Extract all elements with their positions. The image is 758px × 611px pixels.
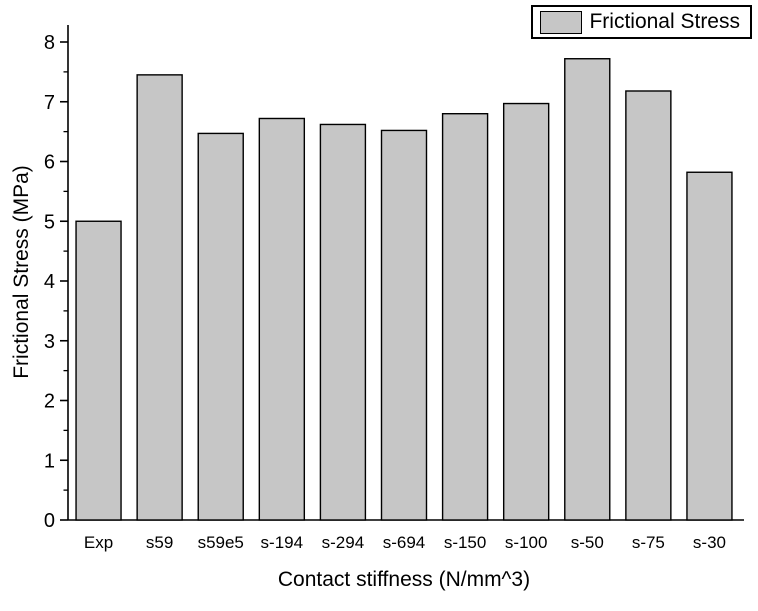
- x-tick-label: s59e5: [198, 533, 244, 552]
- y-axis-title: Frictional Stress (MPa): [10, 165, 33, 379]
- bar: [258, 117, 306, 521]
- y-tick-label: 5: [44, 211, 55, 233]
- bar: [441, 112, 489, 521]
- bar: [502, 102, 550, 521]
- x-tick-label: Exp: [84, 533, 113, 552]
- y-tick-label: 1: [44, 450, 55, 472]
- x-tick-label: s-150: [444, 533, 487, 552]
- x-tick-label: s-30: [693, 533, 726, 552]
- bar: [625, 90, 672, 521]
- y-tick-label: 3: [44, 331, 55, 353]
- y-tick-label: 2: [44, 391, 55, 413]
- legend-label: Frictional Stress: [589, 10, 740, 33]
- bar: [136, 74, 183, 521]
- y-tick-label: 4: [44, 271, 55, 293]
- x-tick-label: s59: [146, 533, 173, 552]
- x-tick-label: s-294: [322, 533, 365, 552]
- bar: [686, 171, 733, 521]
- legend: Frictional Stress: [531, 5, 752, 39]
- bar: [564, 58, 611, 521]
- x-tick-label: s-694: [383, 533, 426, 552]
- bar: [380, 129, 428, 521]
- y-tick-label: 0: [44, 510, 55, 532]
- legend-swatch-icon: [540, 10, 583, 34]
- y-tick-label: 6: [44, 152, 55, 174]
- x-axis-title: Contact stiffness (N/mm^3): [277, 568, 531, 591]
- x-tick-label: s-194: [261, 533, 304, 552]
- y-tick-label: 7: [44, 92, 55, 114]
- bar: [75, 220, 122, 521]
- y-tick-label: 8: [44, 32, 55, 54]
- bar: [319, 123, 367, 521]
- x-tick-label: s-75: [632, 533, 665, 552]
- x-tick-label: s-100: [505, 533, 548, 552]
- x-tick-label: s-50: [571, 533, 604, 552]
- bar: [197, 132, 244, 521]
